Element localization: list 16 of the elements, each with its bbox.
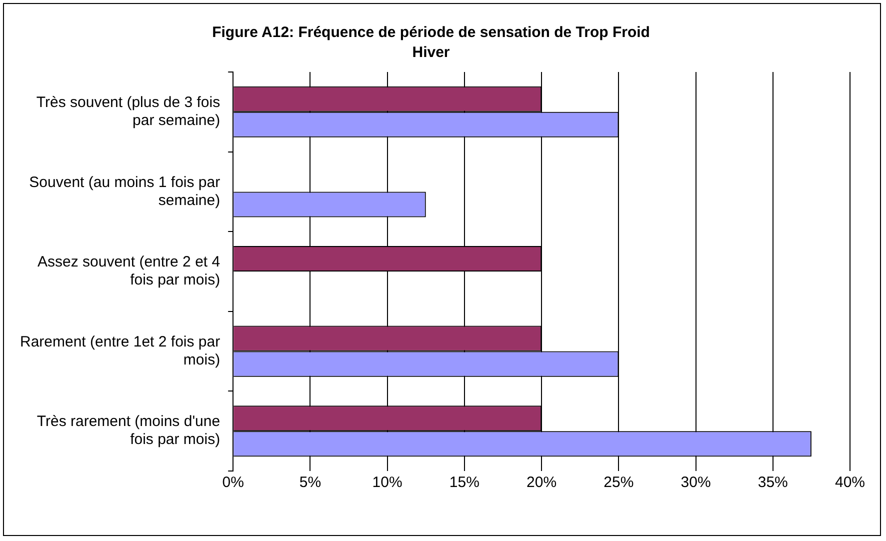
x-tick-label: 25% <box>604 474 634 492</box>
y-tick-label: Assez souvent (entre 2 et 4 fois par mois) <box>37 254 220 289</box>
x-tick-label: 15% <box>449 474 480 492</box>
x-tick-label: 20% <box>526 474 557 492</box>
chart-subtitle: Hiver <box>412 44 450 62</box>
x-tick-label: 0% <box>222 474 244 492</box>
y-tick-label: Rarement (entre 1et 2 fois par mois) <box>20 333 220 368</box>
y-tick-label: Très rarement (moins d'une fois par mois) <box>36 413 220 448</box>
y-tick-label: Souvent (au moins 1 fois par semaine) <box>29 174 220 209</box>
chart-title: Figure A12: Fréquence de période de sensation de Trop Froid <box>212 24 650 42</box>
x-tick-label: 40% <box>834 474 866 492</box>
x-tick-label: 5% <box>299 474 322 492</box>
y-tick-label: Très souvent (plus de 3 fois par semaine) <box>36 94 220 130</box>
x-tick-label: 35% <box>758 474 788 492</box>
x-tick-label: 30% <box>680 474 711 492</box>
x-tick-label: 10% <box>372 474 402 492</box>
